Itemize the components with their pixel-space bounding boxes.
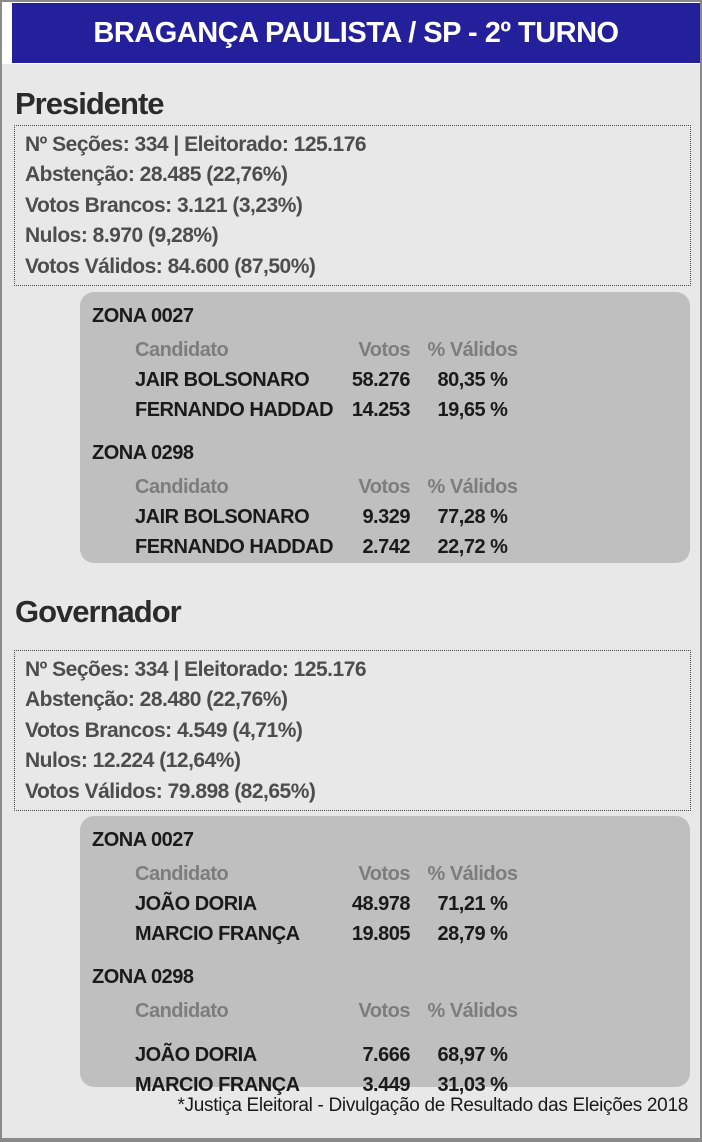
section-title-governador: Governador [15, 594, 182, 629]
table-header-row: Candidato Votos % Válidos [135, 335, 690, 365]
zone-block: ZONA 0027 Candidato Votos % Válidos JOÃO… [92, 829, 690, 949]
candidate-name: JAIR BOLSONARO [135, 368, 310, 391]
votes-value: 7.666 [362, 1043, 410, 1066]
zone-title: ZONA 0298 [92, 442, 194, 464]
zone-table: Candidato Votos % Válidos JAIR BOLSONARO… [135, 335, 690, 425]
stats-box-governador: Nº Seções: 334 | Eleitorado: 125.176 Abs… [14, 650, 691, 811]
pct-value: 71,21 % [437, 892, 508, 915]
votes-value: 3.449 [362, 1073, 410, 1096]
table-row: MARCIO FRANÇA 3.449 31,03 % [135, 1070, 690, 1100]
stats-line-secoes-eleitorado: Nº Seções: 334 | Eleitorado: 125.176 [25, 132, 367, 156]
stats-line-abstencao: Abstenção: 28.485 (22,76%) [25, 163, 288, 186]
table-header-row: Candidato Votos % Válidos [135, 859, 690, 889]
zone-table: Candidato Votos % Válidos JOÃO DORIA 7.6… [135, 996, 690, 1100]
stats-line-votos-validos: Votos Válidos: 84.600 (87,50%) [25, 254, 316, 278]
votes-value: 2.742 [362, 535, 410, 558]
table-row: MARCIO FRANÇA 19.805 28,79 % [135, 919, 690, 949]
zone-table: Candidato Votos % Válidos JAIR BOLSONARO… [135, 472, 690, 562]
col-header-candidato: Candidato [135, 475, 229, 498]
col-header-candidato: Candidato [135, 862, 229, 885]
zone-results-box-governador: ZONA 0027 Candidato Votos % Válidos JOÃO… [80, 816, 690, 1096]
row-spacer [135, 1026, 690, 1040]
col-header-votos: Votos [358, 999, 410, 1022]
col-header-pct-validos: % Válidos [427, 475, 518, 498]
votes-value: 48.978 [351, 892, 411, 915]
pct-value: 22,72 % [437, 535, 508, 558]
page-title: BRAGANÇA PAULISTA / SP - 2º TURNO [93, 16, 619, 49]
zone-results-box-presidente: ZONA 0027 Candidato Votos % Válidos JAIR… [80, 292, 690, 563]
zone-block: ZONA 0298 Candidato Votos % Válidos JAIR… [92, 442, 690, 562]
zone-block: ZONA 0298 Candidato Votos % Válidos JOÃO… [92, 966, 690, 1100]
pct-value: 68,97 % [437, 1043, 508, 1066]
banner: BRAGANÇA PAULISTA / SP - 2º TURNO [12, 3, 700, 63]
candidate-name: FERNANDO HADDAD [135, 398, 334, 421]
col-header-votos: Votos [358, 862, 410, 885]
section-title-presidente: Presidente [15, 86, 165, 121]
table-row: JAIR BOLSONARO 58.276 80,35 % [135, 365, 690, 395]
candidate-name: JOÃO DORIA [135, 892, 257, 915]
pct-value: 28,79 % [437, 922, 508, 945]
candidate-name: FERNANDO HADDAD [135, 535, 334, 558]
col-header-pct-validos: % Válidos [427, 338, 518, 361]
votes-value: 58.276 [351, 368, 411, 391]
table-header-row: Candidato Votos % Válidos [135, 472, 690, 502]
col-header-candidato: Candidato [135, 999, 229, 1022]
stats-line-votos-brancos: Votos Brancos: 4.549 (4,71%) [25, 718, 303, 742]
table-row: JOÃO DORIA 7.666 68,97 % [135, 1040, 690, 1070]
stats-line-nulos: Nulos: 12.224 (12,64%) [25, 749, 241, 772]
zone-title: ZONA 0027 [92, 305, 194, 327]
table-row: JAIR BOLSONARO 9.329 77,28 % [135, 502, 690, 532]
stats-line-nulos: Nulos: 8.970 (9,28%) [25, 224, 219, 247]
zone-block: ZONA 0027 Candidato Votos % Válidos JAIR… [92, 305, 690, 425]
zone-title: ZONA 0027 [92, 829, 194, 851]
pct-value: 19,65 % [437, 398, 508, 421]
stats-box-presidente: Nº Seções: 334 | Eleitorado: 125.176 Abs… [14, 125, 691, 286]
candidate-name: MARCIO FRANÇA [135, 1073, 300, 1096]
table-row: FERNANDO HADDAD 14.253 19,65 % [135, 395, 690, 425]
table-header-row: Candidato Votos % Válidos [135, 996, 690, 1026]
stats-line-abstencao: Abstenção: 28.480 (22,76%) [25, 688, 288, 711]
votes-value: 19.805 [351, 922, 411, 945]
table-row: FERNANDO HADDAD 2.742 22,72 % [135, 532, 690, 562]
zone-title: ZONA 0298 [92, 966, 194, 988]
candidate-name: JOÃO DORIA [135, 1043, 257, 1066]
col-header-pct-validos: % Válidos [427, 862, 518, 885]
pct-value: 31,03 % [437, 1073, 508, 1096]
stats-line-votos-brancos: Votos Brancos: 3.121 (3,23%) [25, 193, 303, 217]
col-header-votos: Votos [358, 475, 410, 498]
col-header-votos: Votos [358, 338, 410, 361]
candidate-name: JAIR BOLSONARO [135, 505, 310, 528]
votes-value: 14.253 [351, 398, 411, 421]
stats-line-secoes-eleitorado: Nº Seções: 334 | Eleitorado: 125.176 [25, 657, 367, 681]
source-attribution: *Justiça Eleitoral - Divulgação de Resul… [177, 1095, 688, 1116]
candidate-name: MARCIO FRANÇA [135, 922, 300, 945]
stats-line-votos-validos: Votos Válidos: 79.898 (82,65%) [25, 779, 316, 803]
zone-table: Candidato Votos % Válidos JOÃO DORIA 48.… [135, 859, 690, 949]
col-header-candidato: Candidato [135, 338, 229, 361]
pct-value: 80,35 % [437, 368, 508, 391]
pct-value: 77,28 % [437, 505, 508, 528]
table-row: JOÃO DORIA 48.978 71,21 % [135, 889, 690, 919]
col-header-pct-validos: % Válidos [427, 999, 518, 1022]
votes-value: 9.329 [362, 505, 410, 528]
